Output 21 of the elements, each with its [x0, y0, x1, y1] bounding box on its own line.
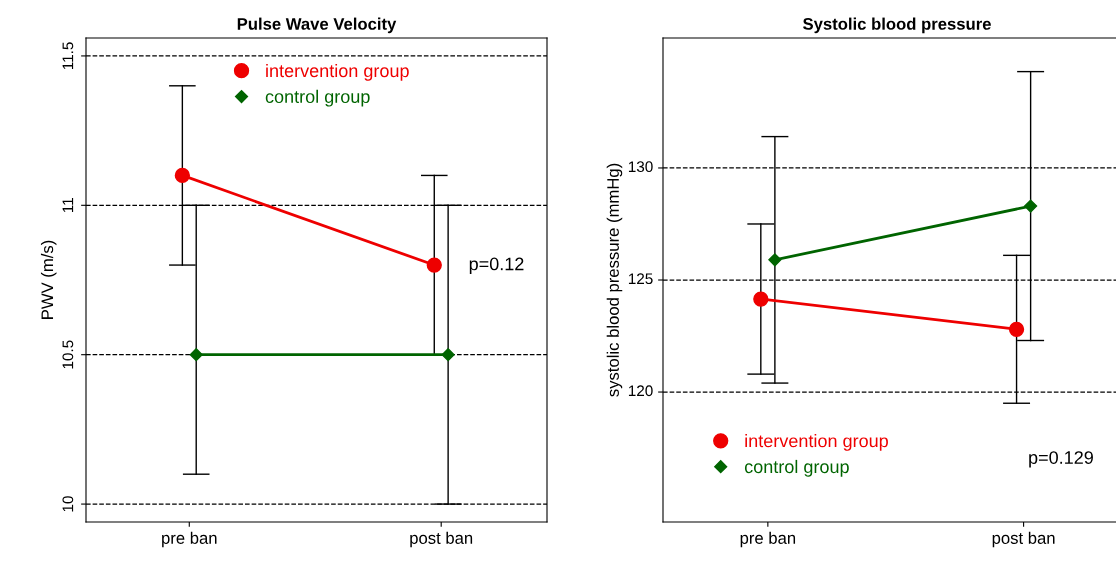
y-tick-label: 130 — [628, 161, 653, 173]
legend-label: intervention group — [745, 434, 888, 451]
y-tick-label: 120 — [628, 385, 653, 397]
y-axis-title: PWV (m/s) — [40, 240, 57, 319]
x-tick-label: pre ban — [740, 531, 796, 548]
chart-title: Systolic blood pressure — [803, 17, 991, 34]
legend-label: control group — [744, 459, 849, 477]
y-tick-label: 11 — [62, 198, 74, 213]
x-tick-label: post ban — [410, 531, 473, 548]
annotation: p=0.12 — [469, 257, 524, 274]
legend-label: intervention group — [266, 63, 409, 81]
y-axis-title: systolic blood pressure (mmHg) — [606, 163, 623, 397]
y-tick-label: 10 — [62, 496, 74, 512]
y-tick-label: 125 — [628, 273, 653, 285]
y-tick-label: 10.5 — [62, 340, 74, 369]
y-tick-label: 11.5 — [62, 42, 74, 70]
x-tick-label: pre ban — [162, 531, 217, 548]
annotation: p=0.129 — [1029, 451, 1093, 468]
legend-label: control group — [265, 89, 370, 107]
chart-title: Pulse Wave Velocity — [237, 17, 397, 34]
x-tick-label: post ban — [992, 531, 1055, 548]
